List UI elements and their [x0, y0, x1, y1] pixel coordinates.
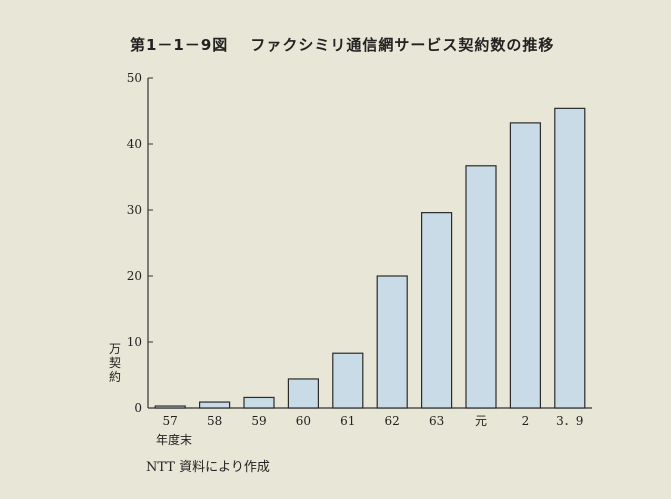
- y-tick-label: 50: [127, 71, 142, 85]
- bar: [465, 165, 497, 409]
- y-tick-label: 30: [127, 203, 142, 217]
- bar: [421, 212, 453, 409]
- x-tick-label: 57: [163, 414, 178, 428]
- x-tick-label: 60: [296, 414, 311, 428]
- chart-title: 第1－1－9図 ファクシミリ通信網サービス契約数の推移: [130, 34, 554, 55]
- x-tick-label: 63: [429, 414, 444, 428]
- y-tick-label: 10: [127, 335, 142, 349]
- figure-title: ファクシミリ通信網サービス契約数の推移: [250, 36, 555, 54]
- y-axis-label: 万契約: [108, 342, 121, 384]
- y-tick-label: 20: [127, 269, 142, 283]
- bar: [199, 401, 231, 409]
- x-tick-label: 3．9: [556, 414, 583, 428]
- y-tick-label: 40: [127, 137, 142, 151]
- bar: [154, 405, 186, 409]
- source-note: NTT 資料により作成: [146, 460, 270, 475]
- bar: [376, 275, 408, 409]
- chart-bars: [154, 107, 586, 409]
- x-tick-label: 58: [207, 414, 222, 428]
- x-tick-label: 元: [475, 414, 487, 428]
- bar: [509, 122, 541, 409]
- x-tick-label: 62: [385, 414, 400, 428]
- x-tick-label: 59: [251, 414, 266, 428]
- bar: [243, 396, 275, 409]
- y-tick-label: 0: [134, 401, 142, 415]
- x-tick-label: 2: [522, 414, 530, 428]
- chart-tick-labels: 0 10 20 30 40 50 57 58 59 60 61 62 63 元 2 3．9: [127, 71, 584, 428]
- x-axis-label: 年度末: [156, 433, 193, 447]
- figure-number: 第1－1－9図: [130, 36, 229, 54]
- bar: [287, 378, 319, 409]
- x-tick-label: 61: [340, 414, 355, 428]
- bar: [332, 352, 364, 409]
- bar: [554, 107, 586, 409]
